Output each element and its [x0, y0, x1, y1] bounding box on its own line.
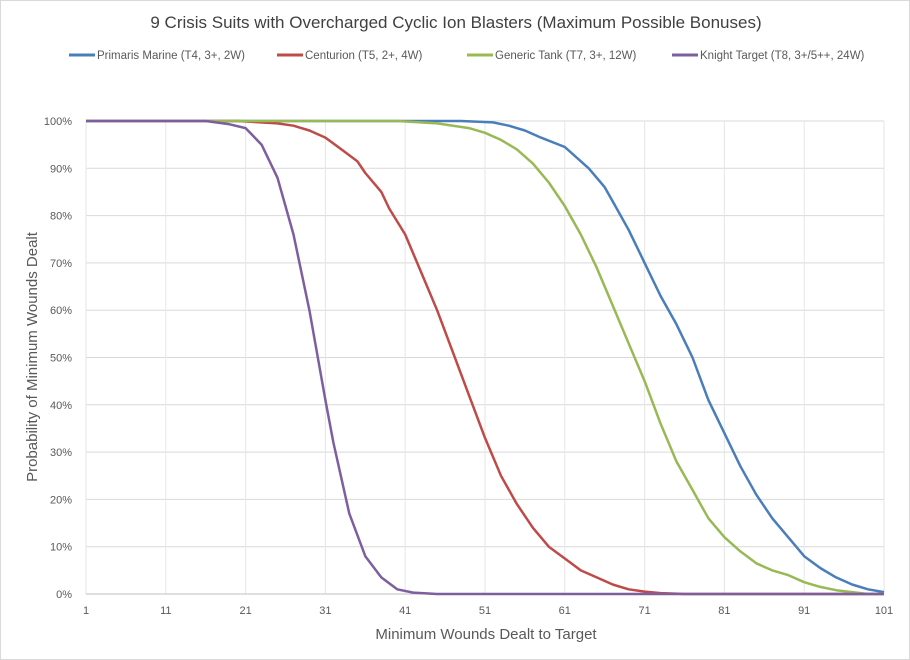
y-tick-label: 40% — [50, 400, 72, 412]
x-tick-label: 41 — [399, 605, 411, 617]
x-tick-label: 71 — [638, 605, 650, 617]
series-lines — [86, 119, 885, 596]
y-axis-ticks: 0% 10% 20% 30% 40% 50% 60% 70% 80% 90% 100% — [44, 116, 72, 601]
y-axis-label: Probability of Minimum Wounds Dealt — [24, 231, 41, 482]
x-tick-label: 21 — [239, 605, 251, 617]
y-tick-label: 100% — [44, 116, 72, 128]
x-axis-ticks: 1 11 21 31 41 51 61 71 81 91 101 — [83, 605, 893, 617]
y-tick-label: 0% — [56, 589, 72, 601]
y-tick-label: 20% — [50, 494, 72, 506]
series-line-0 — [86, 119, 885, 594]
x-tick-label: 91 — [798, 605, 810, 617]
legend-label: Generic Tank (T7, 3+, 12W) — [495, 50, 637, 62]
y-tick-label: 30% — [50, 447, 72, 459]
series-line-1 — [86, 119, 884, 596]
y-tick-label: 90% — [50, 163, 72, 175]
y-tick-label: 70% — [50, 258, 72, 270]
y-tick-label: 50% — [50, 353, 72, 365]
legend-label: Knight Target (T8, 3+/5++, 24W) — [700, 50, 865, 62]
y-tick-label: 60% — [50, 305, 72, 317]
x-tick-label: 31 — [319, 605, 331, 617]
chart-title: 9 Crisis Suits with Overcharged Cyclic I… — [150, 13, 761, 32]
gridlines — [85, 120, 885, 595]
x-tick-label: 101 — [875, 605, 893, 617]
x-tick-label: 1 — [83, 605, 89, 617]
y-tick-label: 10% — [50, 542, 72, 554]
legend-item: Centurion (T5, 2+, 4W) — [277, 50, 422, 62]
series-line-3 — [86, 119, 884, 596]
x-axis-label: Minimum Wounds Dealt to Target — [375, 626, 597, 643]
legend-label: Primaris Marine (T4, 3+, 2W) — [97, 50, 245, 62]
x-tick-label: 11 — [160, 605, 171, 617]
legend-label: Centurion (T5, 2+, 4W) — [305, 50, 422, 62]
series-line-2 — [86, 119, 884, 596]
legend-item: Generic Tank (T7, 3+, 12W) — [467, 50, 637, 62]
y-tick-label: 80% — [50, 211, 72, 223]
legend: Primaris Marine (T4, 3+, 2W) Centurion (T… — [69, 50, 865, 62]
x-tick-label: 61 — [559, 605, 571, 617]
x-tick-label: 81 — [718, 605, 730, 617]
legend-item: Knight Target (T8, 3+/5++, 24W) — [672, 50, 865, 62]
legend-item: Primaris Marine (T4, 3+, 2W) — [69, 50, 245, 62]
x-tick-label: 51 — [479, 605, 491, 617]
